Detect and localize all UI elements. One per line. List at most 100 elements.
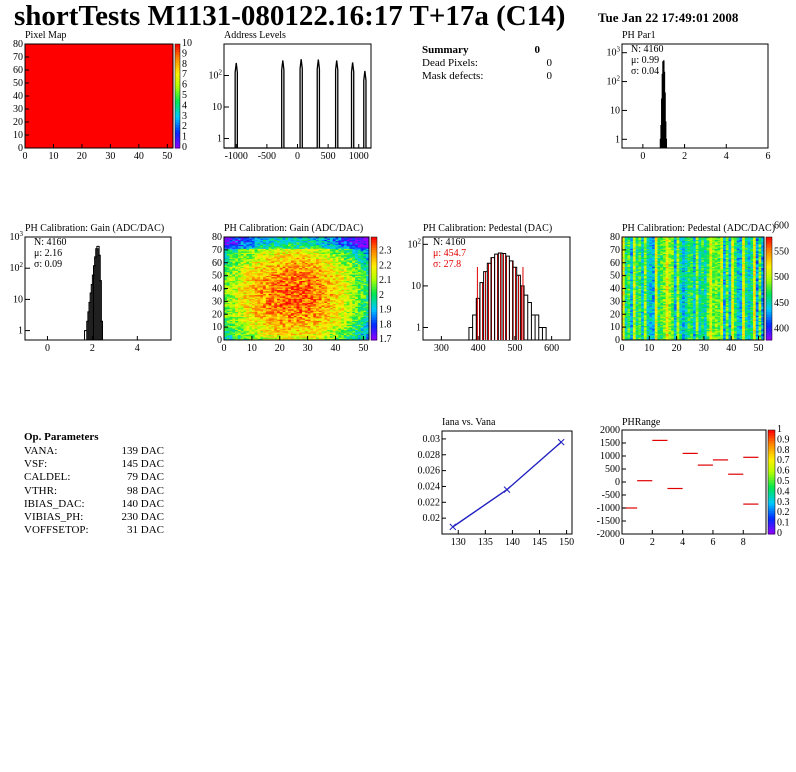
- heatmap-cell: [288, 302, 292, 305]
- heatmap-cell: [357, 305, 361, 307]
- heatmap-cell: [316, 301, 320, 303]
- heatmap-cell: [627, 238, 631, 240]
- heatmap-cell: [240, 280, 244, 283]
- heatmap-cell: [296, 279, 300, 282]
- heatmap-cell: [346, 291, 350, 293]
- heatmap-cell: [257, 240, 261, 243]
- heatmap-cell: [332, 256, 336, 258]
- heatmap-cell: [346, 307, 350, 310]
- hist-fill: [490, 257, 495, 340]
- heatmap-cell: [632, 251, 636, 253]
- heatmap-cell: [329, 311, 333, 314]
- heatmap-cell: [313, 284, 317, 287]
- heatmap-cell: [279, 319, 283, 321]
- heatmap-cell: [243, 242, 247, 244]
- heatmap-cell: [335, 333, 339, 336]
- heatmap-cell: [296, 318, 300, 320]
- heatmap-cell: [329, 333, 333, 336]
- heatmap-cell: [299, 328, 303, 330]
- heatmap-cell: [243, 332, 247, 334]
- heatmap-cell: [224, 260, 228, 262]
- heatmap-cell: [363, 330, 367, 333]
- heatmap-cell: [343, 273, 347, 275]
- heatmap-cell: [313, 324, 317, 327]
- heatmap-cell: [304, 336, 308, 338]
- heatmap-cell: [285, 265, 289, 267]
- heatmap-cell: [352, 253, 356, 256]
- heatmap-cell: [288, 330, 292, 333]
- heatmap-cell: [624, 320, 628, 323]
- heatmap-cell: [346, 255, 350, 257]
- heatmap-cell: [329, 284, 333, 287]
- heatmap-cell: [357, 280, 361, 283]
- heatmap-cell: [627, 285, 631, 288]
- heatmap-cell: [296, 253, 300, 256]
- heatmap-cell: [307, 319, 311, 321]
- heatmap-cell: [349, 298, 353, 301]
- heatmap-cell: [341, 276, 345, 279]
- heatmap-cell: [622, 309, 625, 311]
- heatmap-cell: [268, 324, 272, 327]
- heatmap-cell: [360, 289, 364, 292]
- heatmap-cell: [318, 239, 322, 242]
- heatmap-cell: [299, 257, 303, 260]
- heatmap-cell: [249, 330, 253, 333]
- heatmap-cell: [638, 293, 642, 296]
- heatmap-cell: [271, 318, 275, 320]
- heatmap-cell: [316, 321, 320, 324]
- heatmap-cell: [316, 319, 320, 321]
- heatmap-cell: [343, 262, 347, 265]
- heatmap-cell: [302, 306, 306, 309]
- heatmap-cell: [229, 240, 233, 243]
- heatmap-cell: [363, 296, 367, 298]
- heatmap-cell: [271, 303, 275, 306]
- heatmap-cell: [313, 252, 317, 254]
- heatmap-cell: [251, 251, 255, 253]
- heatmap-cell: [335, 253, 339, 256]
- heatmap-cell: [624, 325, 628, 328]
- heatmap-cell: [276, 273, 281, 275]
- heatmap-cell: [630, 320, 634, 323]
- heatmap-cell: [260, 242, 264, 244]
- ph-par1-title: PH Par1: [622, 30, 656, 41]
- heatmap-cell: [318, 278, 322, 280]
- heatmap-cell: [229, 314, 233, 316]
- heatmap-cell: [329, 316, 333, 319]
- heatmap-cell: [341, 328, 345, 330]
- heatmap-cell: [243, 273, 247, 275]
- heatmap-cell: [268, 248, 272, 251]
- heatmap-cell: [313, 323, 317, 325]
- heatmap-cell: [254, 255, 258, 257]
- heatmap-cell: [343, 306, 347, 309]
- heatmap-cell: [343, 292, 347, 294]
- heatmap-cell: [229, 334, 233, 337]
- heatmap-cell: [288, 262, 292, 265]
- heatmap-cell: [349, 338, 353, 341]
- heatmap-cell: [296, 276, 300, 279]
- heatmap-cell: [324, 274, 328, 276]
- heatmap-cell: [355, 329, 359, 332]
- heatmap-cell: [318, 336, 322, 338]
- heatmap-cell: [271, 248, 275, 251]
- heatmap-cell: [341, 256, 345, 258]
- heatmap-cell: [274, 238, 278, 240]
- heatmap-cell: [360, 318, 364, 320]
- heatmap-cell: [274, 248, 278, 251]
- heatmap-cell: [366, 301, 370, 303]
- colorbar-label: 2: [379, 290, 384, 301]
- heatmap-cell: [246, 296, 250, 298]
- heatmap-cell: [349, 262, 353, 265]
- heatmap-cell: [635, 238, 639, 240]
- heatmap-cell: [332, 297, 336, 300]
- heatmap-cell: [327, 251, 331, 253]
- heatmap-cell: [341, 247, 345, 249]
- heatmap-cell: [343, 291, 347, 293]
- heatmap-cell: [635, 288, 639, 291]
- heatmap-cell: [624, 318, 628, 320]
- heatmap-cell: [276, 257, 281, 260]
- heatmap-cell: [268, 288, 272, 291]
- heatmap-cell: [321, 315, 325, 318]
- heatmap-cell: [338, 323, 342, 325]
- heatmap-cell: [257, 267, 261, 270]
- heatmap-cell: [341, 248, 345, 251]
